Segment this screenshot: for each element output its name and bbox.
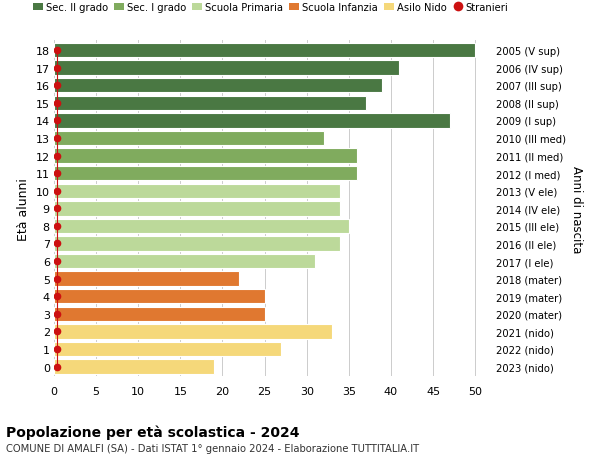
Bar <box>54 167 357 181</box>
Bar <box>54 254 315 269</box>
Bar <box>54 219 349 234</box>
Bar <box>54 62 400 76</box>
Y-axis label: Anni di nascita: Anni di nascita <box>570 165 583 252</box>
Legend: Sec. II grado, Sec. I grado, Scuola Primaria, Scuola Infanzia, Asilo Nido, Stran: Sec. II grado, Sec. I grado, Scuola Prim… <box>33 3 508 13</box>
Bar <box>54 149 357 163</box>
Bar <box>54 44 475 58</box>
Text: COMUNE DI AMALFI (SA) - Dati ISTAT 1° gennaio 2024 - Elaborazione TUTTITALIA.IT: COMUNE DI AMALFI (SA) - Dati ISTAT 1° ge… <box>6 443 419 453</box>
Bar <box>54 114 450 129</box>
Bar <box>54 96 365 111</box>
Bar <box>54 307 265 321</box>
Bar <box>54 272 239 286</box>
Bar <box>54 131 323 146</box>
Bar <box>54 184 340 198</box>
Bar <box>54 359 214 374</box>
Text: Popolazione per età scolastica - 2024: Popolazione per età scolastica - 2024 <box>6 425 299 439</box>
Bar <box>54 202 340 216</box>
Bar <box>54 325 332 339</box>
Bar <box>54 342 281 356</box>
Y-axis label: Età alunni: Età alunni <box>17 178 30 240</box>
Bar <box>54 79 383 93</box>
Bar <box>54 237 340 251</box>
Bar <box>54 289 265 304</box>
